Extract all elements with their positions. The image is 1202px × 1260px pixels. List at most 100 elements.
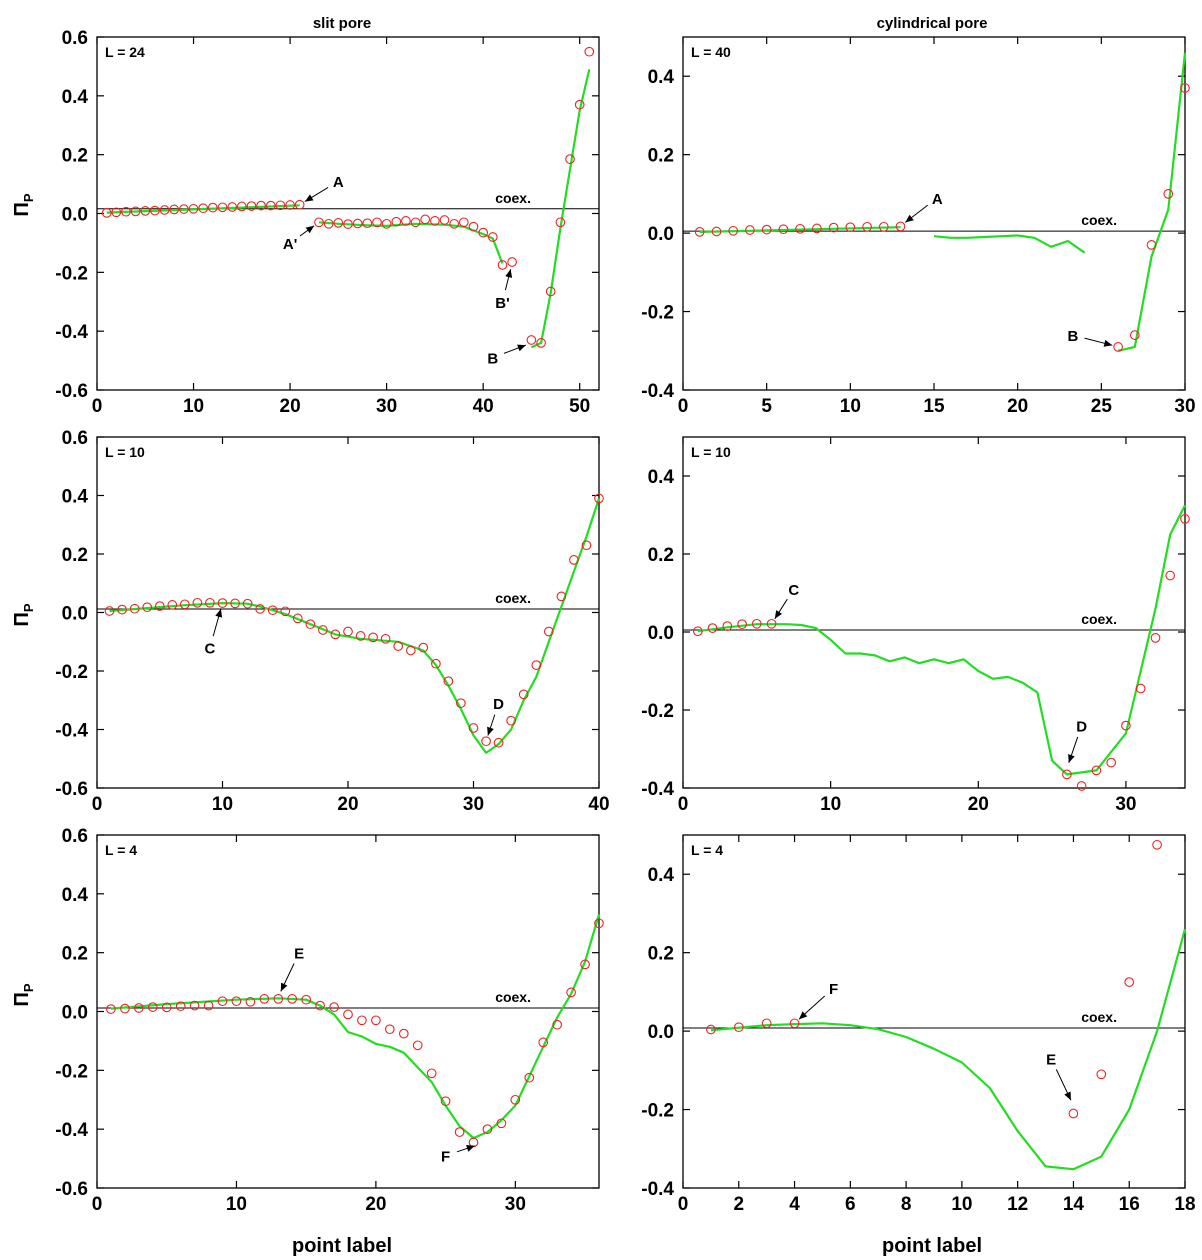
annotation-arrowhead [304, 194, 314, 202]
annotation-label: D [1076, 719, 1087, 736]
simulation-line [933, 234, 1086, 254]
x-tick-label: 20 [365, 1194, 386, 1215]
theory-point [318, 625, 328, 635]
theory-point [129, 603, 140, 614]
annotation-arrowhead [1103, 339, 1113, 347]
x-tick-label: 40 [473, 396, 494, 417]
annotation-arrowhead [1064, 1091, 1071, 1101]
panel-cyl-L4: 0 2 4 6 8 10 12 14 16 18 0.4 0.2 0.0 -0.2 -0.4 coex. L =… [641, 834, 1196, 1215]
theory-point [761, 1018, 772, 1029]
theory-point [1121, 720, 1131, 731]
panel-slit-L10: 0 10 20 30 40 0.6 0.4 0.2 0.0 -0.2 -0.4 -0.6 coex. L … [55, 428, 609, 815]
theory-point [343, 1009, 353, 1020]
y-tick-label: 0.0 [62, 1003, 88, 1024]
annotation-arrowhead [215, 608, 223, 618]
theory-point [368, 632, 378, 643]
y-tick-label: 0.4 [648, 467, 675, 488]
theory-point [828, 222, 839, 233]
y-axis-title-main: Π [11, 202, 33, 216]
theory-point [275, 200, 286, 211]
theory-point [106, 1004, 116, 1014]
simulation-line [710, 928, 1187, 1171]
coex-label: coex. [495, 190, 531, 206]
theory-point [294, 199, 305, 210]
y-tick-label: -0.2 [641, 303, 674, 324]
theory-point [706, 1024, 716, 1035]
theory-point [745, 225, 755, 235]
theory-point [761, 224, 772, 235]
y-tick-label: 0.4 [648, 67, 675, 88]
theory-point [493, 737, 504, 748]
column-title-slit: slit pore [313, 15, 371, 32]
x-tick-label: 15 [923, 396, 945, 417]
plot-frame [682, 436, 1186, 789]
theory-point [895, 221, 906, 232]
theory-point [217, 598, 228, 608]
theory-point [766, 618, 777, 629]
theory-point [343, 219, 353, 229]
annotation-arrowhead [1068, 754, 1075, 763]
theory-point [273, 994, 284, 1004]
coex-label: coex. [495, 590, 531, 606]
x-tick-label: 14 [1063, 1194, 1085, 1215]
x-tick-label: 30 [1174, 396, 1195, 417]
theory-point [789, 1018, 800, 1029]
theory-point [398, 1028, 409, 1039]
theory-point [692, 626, 703, 637]
theory-point [285, 200, 295, 210]
theory-point [167, 600, 178, 610]
annotation-label: C [788, 582, 799, 599]
simulation-line [106, 204, 300, 214]
y-axis-title-main: Π [11, 612, 33, 626]
theory-point [707, 623, 718, 633]
panel-label: L = 4 [691, 842, 723, 858]
theory-point [1150, 633, 1161, 643]
y-tick-label: -0.4 [55, 322, 88, 343]
theory-point [1091, 765, 1102, 776]
theory-point [420, 214, 431, 225]
annotation-label: B' [495, 295, 509, 312]
x-tick-label: 0 [678, 396, 689, 417]
theory-point [287, 994, 298, 1004]
theory-point [1163, 189, 1174, 199]
x-tick-label: 0 [92, 396, 103, 417]
y-tick-label: 0.2 [648, 944, 674, 965]
theory-point [694, 227, 705, 237]
x-tick-label: 0 [678, 794, 689, 815]
theory-point [410, 217, 421, 228]
y-tick-label: 0.2 [62, 545, 88, 566]
annotation-label: E [294, 946, 304, 963]
annotation-arrowhead [799, 1011, 808, 1020]
theory-point [231, 996, 242, 1007]
theory-point [555, 217, 566, 228]
theory-point [330, 629, 341, 640]
x-tick-label: 0 [678, 1194, 689, 1215]
y-tick-label: 0.0 [648, 623, 674, 644]
y-axis-title-sub: P [21, 983, 36, 992]
theory-point [449, 218, 460, 229]
theory-point [1106, 757, 1117, 768]
theory-point [159, 205, 170, 215]
theory-point [120, 1003, 130, 1014]
x-tick-label: 10 [226, 1194, 247, 1215]
panel-cyl-L10: 0 10 20 30 0.4 0.2 0.0 -0.2 -0.4 coex. L = 10 C D [641, 436, 1190, 815]
y-tick-label: 0.2 [648, 545, 674, 566]
x-tick-label: 5 [761, 396, 772, 417]
theory-point [381, 218, 392, 229]
simulation-line [530, 69, 591, 349]
theory-point [333, 218, 344, 228]
theory-point [265, 200, 276, 211]
theory-point [556, 591, 567, 602]
annotation-label: A' [283, 236, 297, 253]
theory-point [352, 218, 363, 229]
x-tick-label: 30 [376, 396, 397, 417]
y-tick-label: -0.2 [55, 1061, 88, 1082]
theory-point [538, 1037, 549, 1048]
theory-point [728, 225, 739, 236]
y-tick-label: 0.0 [648, 224, 674, 245]
y-axis-title-sub: P [21, 193, 36, 202]
theory-point [198, 203, 209, 214]
theory-point [510, 1094, 521, 1105]
theory-point [468, 723, 479, 733]
y-axis-title-sub: P [21, 603, 36, 612]
